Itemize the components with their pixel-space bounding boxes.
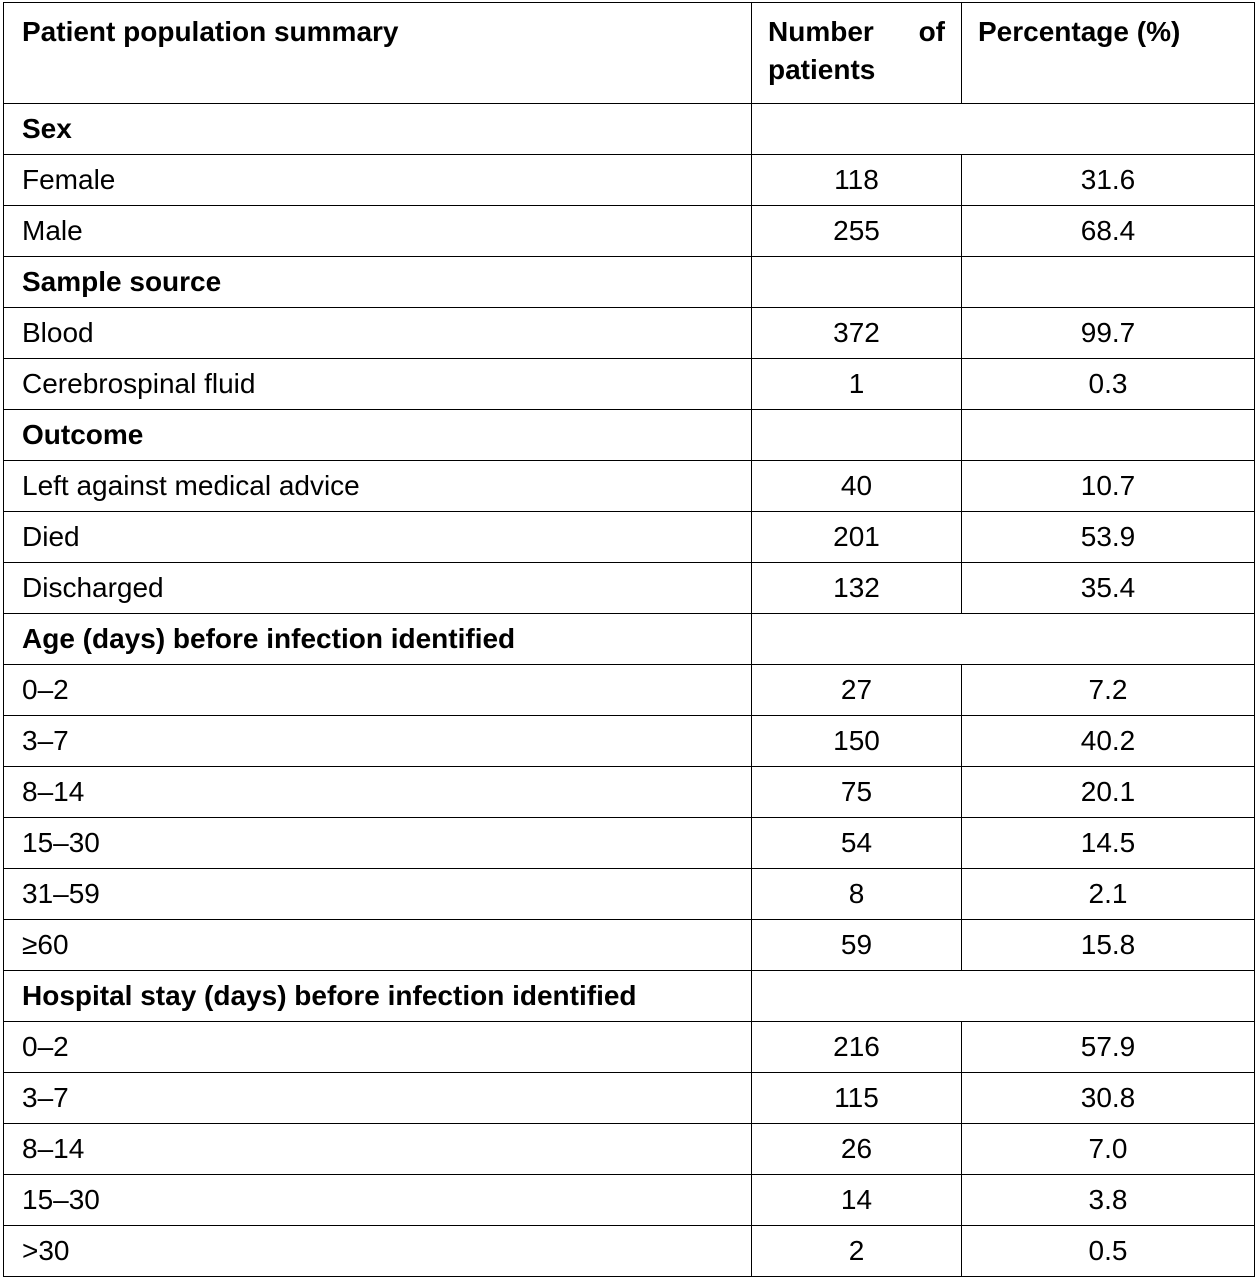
row-percentage: 10.7	[961, 460, 1255, 512]
row-label: >30	[3, 1225, 752, 1277]
header-number-of-patients: Number of patients	[751, 2, 962, 104]
section-title-age: Age (days) before infection identified	[3, 613, 752, 665]
row-percentage: 15.8	[961, 919, 1255, 971]
section-empty-cell	[751, 103, 1255, 155]
table-row: Died 201 53.9	[3, 511, 1255, 563]
row-label: 3–7	[3, 1072, 752, 1124]
section-empty-cell	[751, 409, 962, 461]
table-row: >30 2 0.5	[3, 1225, 1255, 1277]
table-row: 15–30 54 14.5	[3, 817, 1255, 869]
row-number: 54	[751, 817, 962, 869]
row-percentage: 7.2	[961, 664, 1255, 716]
row-number: 118	[751, 154, 962, 206]
row-label: Blood	[3, 307, 752, 359]
row-number: 8	[751, 868, 962, 920]
row-label: 0–2	[3, 664, 752, 716]
row-label: Cerebrospinal fluid	[3, 358, 752, 410]
table-row: Left against medical advice 40 10.7	[3, 460, 1255, 512]
row-label: Died	[3, 511, 752, 563]
row-label: Left against medical advice	[3, 460, 752, 512]
row-percentage: 53.9	[961, 511, 1255, 563]
row-label: 0–2	[3, 1021, 752, 1073]
table-row: Cerebrospinal fluid 1 0.3	[3, 358, 1255, 410]
row-number: 132	[751, 562, 962, 614]
table-row: 8–14 26 7.0	[3, 1123, 1255, 1175]
row-percentage: 3.8	[961, 1174, 1255, 1226]
section-row-age: Age (days) before infection identified	[3, 613, 1255, 665]
table-row: 31–59 8 2.1	[3, 868, 1255, 920]
row-label: Male	[3, 205, 752, 257]
section-row-outcome: Outcome	[3, 409, 1255, 461]
section-empty-cell	[961, 256, 1255, 308]
section-empty-cell	[961, 409, 1255, 461]
row-number: 150	[751, 715, 962, 767]
section-empty-cell	[751, 256, 962, 308]
table-row: Blood 372 99.7	[3, 307, 1255, 359]
row-label: ≥60	[3, 919, 752, 971]
section-title-hospital-stay: Hospital stay (days) before infection id…	[3, 970, 752, 1022]
row-label: 3–7	[3, 715, 752, 767]
row-number: 255	[751, 205, 962, 257]
row-label: 15–30	[3, 817, 752, 869]
header-summary: Patient population summary	[3, 2, 752, 104]
row-percentage: 68.4	[961, 205, 1255, 257]
section-title-outcome: Outcome	[3, 409, 752, 461]
row-percentage: 20.1	[961, 766, 1255, 818]
row-number: 216	[751, 1021, 962, 1073]
table-row: 8–14 75 20.1	[3, 766, 1255, 818]
row-number: 115	[751, 1072, 962, 1124]
row-number: 14	[751, 1174, 962, 1226]
section-row-hospital-stay: Hospital stay (days) before infection id…	[3, 970, 1255, 1022]
row-percentage: 31.6	[961, 154, 1255, 206]
table-row: ≥60 59 15.8	[3, 919, 1255, 971]
row-percentage: 35.4	[961, 562, 1255, 614]
row-number: 1	[751, 358, 962, 410]
row-label: 31–59	[3, 868, 752, 920]
row-label: 8–14	[3, 1123, 752, 1175]
row-percentage: 30.8	[961, 1072, 1255, 1124]
row-label: Discharged	[3, 562, 752, 614]
patient-summary-table: Patient population summary Number of pat…	[3, 2, 1255, 1277]
table-row: 3–7 150 40.2	[3, 715, 1255, 767]
row-number: 40	[751, 460, 962, 512]
table-row: 0–2 216 57.9	[3, 1021, 1255, 1073]
table-row: Discharged 132 35.4	[3, 562, 1255, 614]
row-number: 26	[751, 1123, 962, 1175]
table-row: 0–2 27 7.2	[3, 664, 1255, 716]
section-row-sample-source: Sample source	[3, 256, 1255, 308]
table-row: Female 118 31.6	[3, 154, 1255, 206]
section-title-sex: Sex	[3, 103, 752, 155]
header-percentage: Percentage (%)	[961, 2, 1255, 104]
row-percentage: 0.5	[961, 1225, 1255, 1277]
table-header-row: Patient population summary Number of pat…	[3, 2, 1255, 104]
section-title-sample-source: Sample source	[3, 256, 752, 308]
row-number: 27	[751, 664, 962, 716]
row-percentage: 0.3	[961, 358, 1255, 410]
row-number: 372	[751, 307, 962, 359]
row-number: 2	[751, 1225, 962, 1277]
section-empty-cell	[751, 970, 1255, 1022]
row-label: Female	[3, 154, 752, 206]
row-percentage: 99.7	[961, 307, 1255, 359]
row-number: 201	[751, 511, 962, 563]
row-percentage: 14.5	[961, 817, 1255, 869]
table-row: 15–30 14 3.8	[3, 1174, 1255, 1226]
row-percentage: 7.0	[961, 1123, 1255, 1175]
table-row: 3–7 115 30.8	[3, 1072, 1255, 1124]
row-percentage: 40.2	[961, 715, 1255, 767]
row-percentage: 2.1	[961, 868, 1255, 920]
row-number: 75	[751, 766, 962, 818]
row-percentage: 57.9	[961, 1021, 1255, 1073]
section-empty-cell	[751, 613, 1255, 665]
row-number: 59	[751, 919, 962, 971]
row-label: 15–30	[3, 1174, 752, 1226]
table-row: Male 255 68.4	[3, 205, 1255, 257]
section-row-sex: Sex	[3, 103, 1255, 155]
row-label: 8–14	[3, 766, 752, 818]
